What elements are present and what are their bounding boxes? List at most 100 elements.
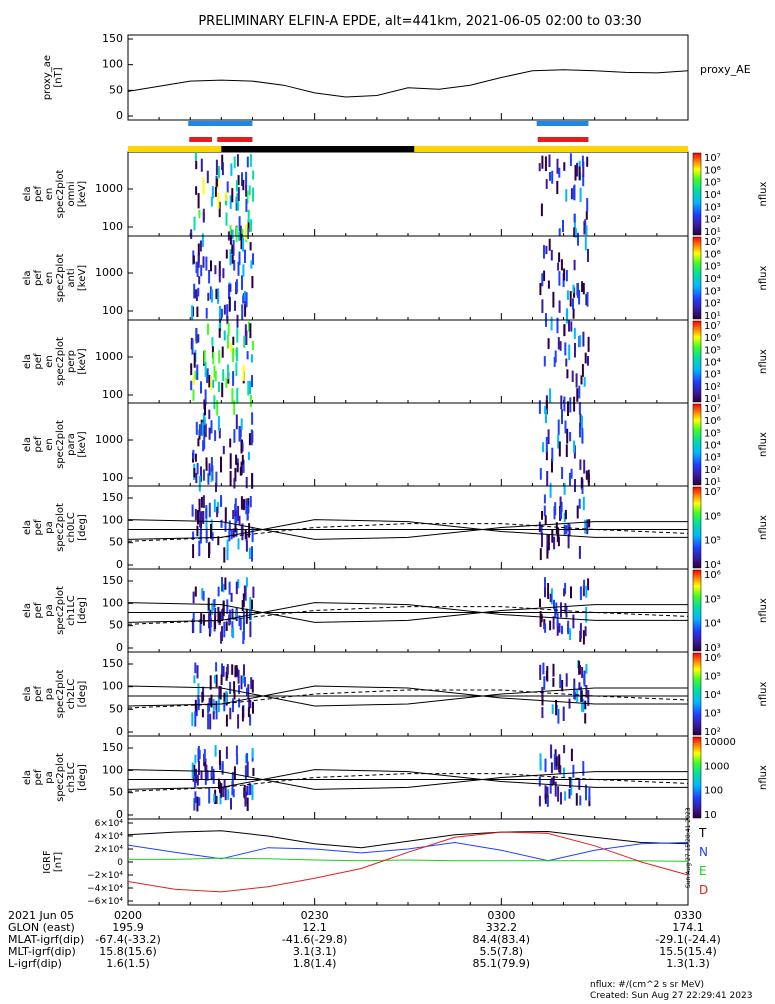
spectrogram-pixel (241, 525, 244, 541)
igrf-line-d (127, 831, 689, 893)
spectrogram-pixel (579, 586, 582, 601)
spectrogram-pixel (241, 706, 244, 722)
spectrogram-pixel (563, 745, 566, 754)
colorbar-tick-label: 10⁵ (704, 672, 721, 683)
spectrogram-pixel (251, 748, 254, 759)
spectrogram-pixel (192, 531, 195, 541)
colorbar-8: 10000 1000 100 10 nflux (692, 736, 769, 821)
spectrogram-pixel (576, 162, 579, 177)
spectrogram-pixel (244, 791, 247, 807)
spectrogram-pixel (239, 618, 242, 631)
spectrogram-pixel (555, 757, 558, 767)
spectrogram-pixel (570, 586, 572, 599)
spectrogram-pixel (224, 577, 227, 590)
colorbar-tick-label: 10⁵ (704, 428, 721, 439)
spectrogram-pixel (220, 519, 223, 528)
spectrogram-pixel (216, 400, 219, 416)
panel-ytick-label: 50 (109, 619, 123, 632)
spectrogram-pixel (230, 163, 233, 176)
spectrogram-pixel (585, 585, 588, 598)
spectrogram-pixel (192, 612, 195, 622)
spectrogram-pixel (217, 778, 220, 790)
panel-ylabel-line: spec2plot (55, 586, 66, 635)
colorbar-label: nflux (758, 681, 769, 706)
spectrogram-pixel (557, 337, 560, 350)
panel-ylabel-line: ela (22, 354, 33, 369)
spectrogram-pixel (571, 370, 574, 382)
loss-cone-upper (127, 519, 688, 540)
colorbar-tick-label: 10⁵ (704, 262, 721, 273)
spectrogram-pixel (197, 694, 200, 704)
spectrogram-pixel (552, 663, 555, 677)
spectrogram-pixel (205, 764, 208, 780)
spectrogram-pixel (249, 597, 252, 613)
spectrogram-pixel (238, 515, 241, 526)
spectrogram-pixel (230, 798, 232, 810)
panel-igrf: IGRF [nT] 6×10⁴ 4×10⁴ 2×10⁴ 0 −2×10⁴ −4×10⁴ −6×1… (42, 818, 708, 907)
spectrogram-pixel (541, 532, 543, 548)
ephemeris-value: 0200 (114, 909, 142, 922)
colorbar-tick-label: 10³ (704, 453, 721, 464)
spectrogram-pixel (214, 265, 217, 275)
spectrogram-pixel (243, 585, 246, 597)
spectrogram-pixel (578, 166, 581, 181)
spectrogram-pixel (232, 528, 235, 538)
colorbar-tick-label: 10000 (704, 737, 736, 748)
spectrogram-pixel (208, 702, 211, 712)
spectrogram-pixel (193, 216, 196, 231)
spectrogram-pixel (207, 473, 210, 485)
spectrogram-pixel (550, 249, 553, 261)
spectrogram-pixel (558, 252, 561, 263)
spectrogram-pixel (246, 753, 249, 764)
spectrogram-pixel (201, 691, 204, 703)
spectrogram-pixel (215, 662, 218, 672)
spectrogram-pixel (203, 350, 206, 364)
spectrogram-pixel (219, 792, 222, 805)
spectrogram-pixel (578, 682, 581, 691)
spectrogram-pixel (243, 335, 246, 348)
spectrogram-pixel (577, 283, 579, 299)
ephemeris-value: 0230 (301, 909, 329, 922)
spectrogram-pixel (242, 610, 245, 627)
spectrogram-pixel (573, 327, 576, 339)
spectrogram-pixel (249, 496, 252, 508)
spectrogram-pixel (221, 663, 223, 677)
ephemeris-value: 174.1 (672, 921, 704, 934)
spectrogram-pixel (556, 613, 559, 627)
spectrogram-pixel (548, 238, 551, 251)
spectrogram-pixel (225, 621, 228, 631)
spectrogram-pixel (244, 304, 247, 317)
spectrogram-pixel (214, 675, 216, 684)
spectrogram-pixel (251, 412, 254, 425)
ephemeris-value: -67.4(-33.2) (95, 933, 161, 946)
spectrogram-pixel (544, 515, 547, 525)
spectrogram-pixel (236, 462, 239, 473)
spectrogram-pixel (215, 178, 218, 187)
ephemeris-row-label: L-igrf(dip) (8, 957, 62, 970)
spectrogram-pixel (244, 530, 247, 540)
spectrogram-pixel (546, 786, 549, 798)
spectrogram-pixel (218, 201, 221, 218)
panel-frame (127, 34, 689, 121)
spectrogram-pixel (251, 375, 253, 388)
spectrogram-pixel (209, 615, 212, 625)
spectrogram-pixel (215, 709, 218, 720)
nflux-units-note: nflux: #/(cm^2 s sr MeV) (590, 980, 704, 990)
spectrogram-pixel (539, 598, 541, 608)
spectrogram-pixel (235, 528, 238, 537)
ephemeris-value: 0300 (487, 909, 515, 922)
spectrogram-pixel (252, 586, 255, 598)
spectrogram-pixel (241, 454, 244, 465)
spectrogram-pixel (225, 671, 228, 681)
spectrogram-pixel (190, 229, 193, 239)
spectrogram-pixel (197, 745, 200, 759)
panel-ylabel-line: spec2plot (55, 170, 66, 219)
spectrogram-pixel (572, 298, 574, 310)
spectrogram-pixel (235, 581, 238, 595)
spectrogram-pixel (251, 679, 254, 693)
panel-ylabel-line: ch0LC (66, 512, 77, 543)
spectrogram-pixel (582, 496, 585, 511)
spectrogram-pixel (194, 508, 197, 521)
spectrogram-pixel (217, 416, 220, 431)
